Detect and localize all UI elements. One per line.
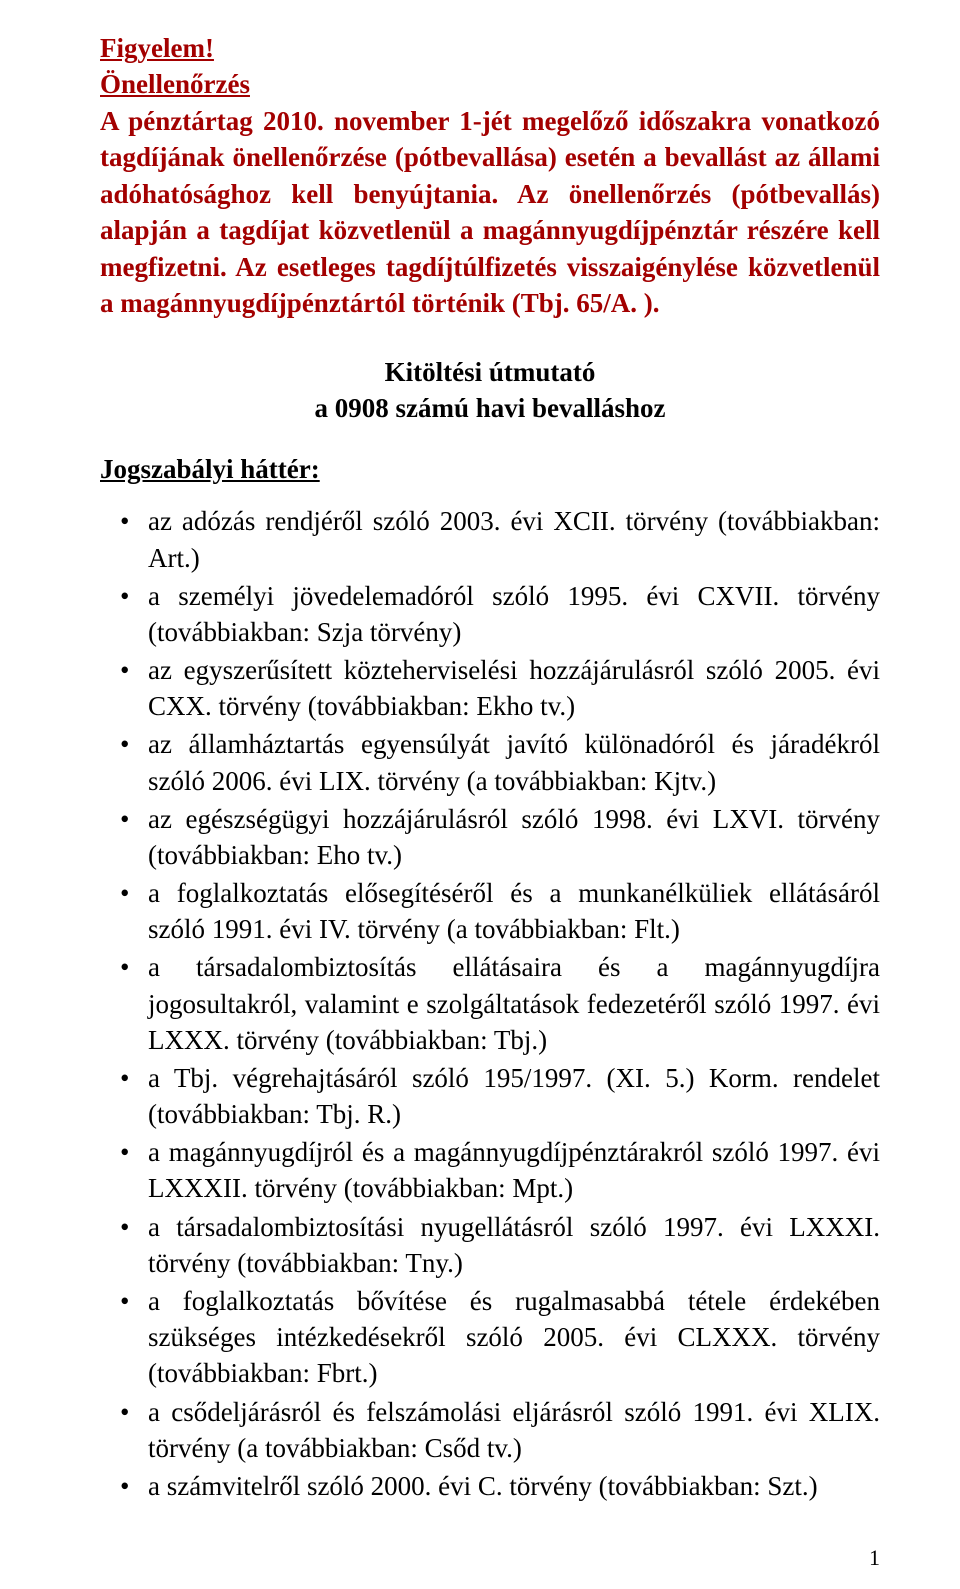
title-line-2: a 0908 számú havi bevalláshoz [100,390,880,426]
attention-block: Figyelem! Önellenőrzés A pénztártag 2010… [100,30,880,322]
list-item: a Tbj. végrehajtásáról szóló 195/1997. (… [122,1060,880,1132]
section-title-legal-background: Jogszabályi háttér: [100,454,880,485]
attention-heading-2: Önellenőrzés [100,66,880,102]
list-item: az egyszerűsített közteherviselési hozzá… [122,652,880,724]
attention-paragraph: A pénztártag 2010. november 1-jét megelő… [100,103,880,322]
list-item: a társadalombiztosítás ellátásaira és a … [122,949,880,1058]
list-item: a csődeljárásról és felszámolási eljárás… [122,1394,880,1466]
list-item: az egészségügyi hozzájárulásról szóló 19… [122,801,880,873]
page-number: 1 [869,1545,880,1571]
attention-heading-1: Figyelem! [100,30,880,66]
document-title: Kitöltési útmutató a 0908 számú havi bev… [100,354,880,427]
document-page: Figyelem! Önellenőrzés A pénztártag 2010… [0,0,960,1589]
law-list: az adózás rendjéről szóló 2003. évi XCII… [100,503,880,1504]
list-item: az adózás rendjéről szóló 2003. évi XCII… [122,503,880,575]
list-item: a társadalombiztosítási nyugellátásról s… [122,1209,880,1281]
list-item: a foglalkoztatás elősegítéséről és a mun… [122,875,880,947]
list-item: az államháztartás egyensúlyát javító kül… [122,726,880,798]
list-item: a magánnyugdíjról és a magánnyugdíjpénzt… [122,1134,880,1206]
list-item: a személyi jövedelemadóról szóló 1995. é… [122,578,880,650]
list-item: a számvitelről szóló 2000. évi C. törvén… [122,1468,880,1504]
list-item: a foglalkoztatás bővítése és rugalmasabb… [122,1283,880,1392]
title-line-1: Kitöltési útmutató [100,354,880,390]
